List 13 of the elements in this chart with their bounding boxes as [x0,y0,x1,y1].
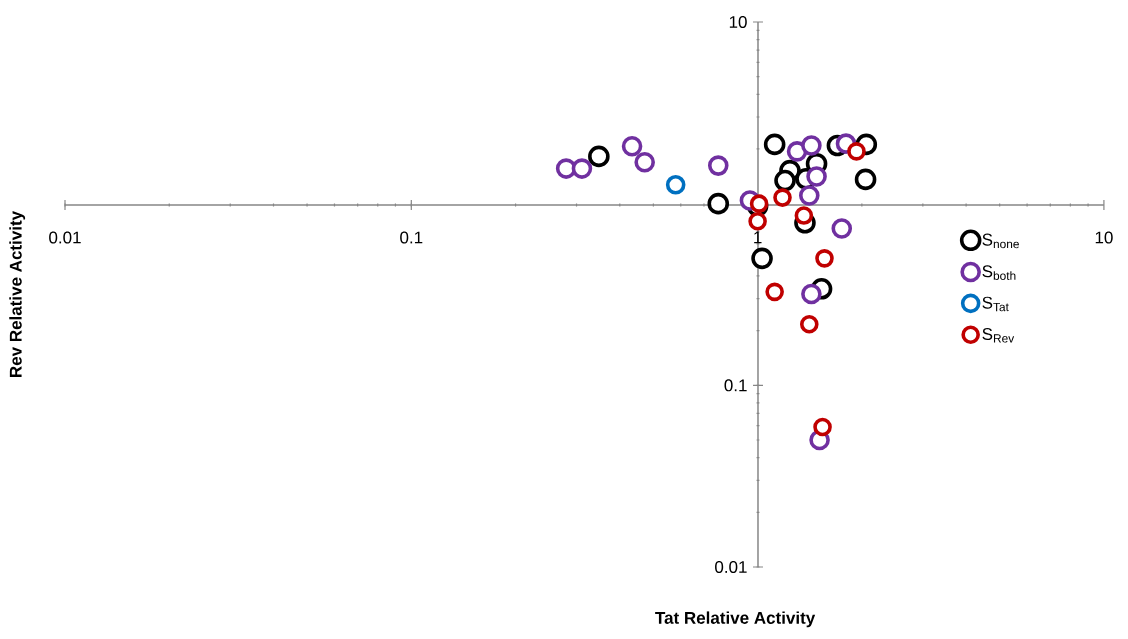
legend-label: S$_{Tat}$ [982,296,1009,312]
legend-label: S$_{both}$ [982,265,1016,280]
y-tick-label: 0.1 [724,379,747,392]
y-tick-label: 10 [729,15,747,29]
x-tick-label: 1 [754,231,762,244]
x-tick-label: 0.01 [49,231,81,244]
legend-label: S$_{Rev}$ [982,328,1015,343]
x-axis-title: Tat Relative Activity [655,611,816,628]
x-tick-label: 10 [1095,231,1113,244]
y-axis-title: Rev Relative Activity [9,210,26,377]
legend-label: S$_{none}$ [982,233,1019,249]
x-tick-label: 0.1 [400,231,423,244]
y-tick-label: 0.01 [715,560,747,574]
